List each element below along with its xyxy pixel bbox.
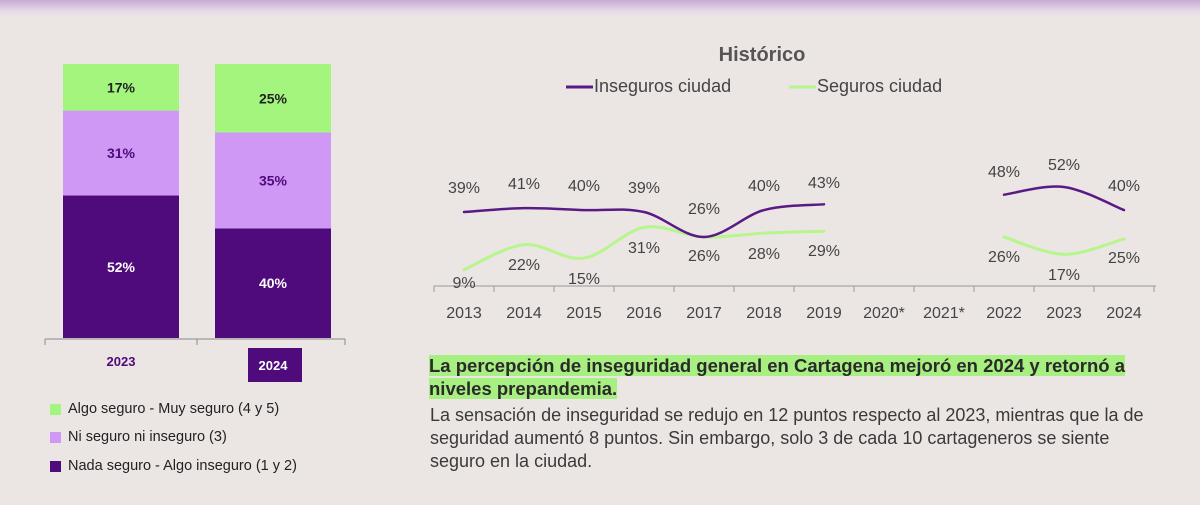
line-chart-title: Histórico	[719, 44, 806, 66]
x-tick-label-2016: 2016	[626, 305, 662, 322]
bar-segment-2024-1	[215, 132, 331, 229]
data-label-seguros-2016: 31%	[628, 240, 660, 257]
bar-segment-2024-2	[215, 64, 331, 133]
bar-label-2024-0: 40%	[259, 275, 288, 291]
data-label-seguros-2018: 28%	[748, 246, 780, 263]
data-label-inseguros-2017: 26%	[688, 201, 720, 218]
data-label-seguros-2015: 15%	[568, 271, 600, 288]
year-badge-2024	[248, 348, 302, 382]
body-text: La sensación de inseguridad se redujo en…	[430, 405, 1144, 471]
data-label-inseguros-2013: 39%	[448, 180, 480, 197]
line-series-inseguros-1	[1002, 185, 1126, 212]
legend-label-safe: Algo seguro - Muy seguro (4 y 5)	[68, 401, 280, 417]
data-label-seguros-2024: 25%	[1108, 250, 1140, 267]
x-tick-label-2024: 2024	[1106, 305, 1142, 322]
headline: La percepción de inseguridad general en …	[429, 354, 1149, 400]
data-label-inseguros-2018: 40%	[748, 178, 780, 195]
bar-category-2024: 2024	[259, 358, 289, 373]
legend-item-unsafe: Nada seguro - Algo inseguro (1 y 2)	[50, 458, 297, 474]
data-label-seguros-2013: 9%	[452, 275, 475, 292]
data-label-inseguros-2022: 48%	[988, 164, 1020, 181]
x-tick-label-2014: 2014	[506, 305, 542, 322]
bar-segment-2024-0	[215, 228, 331, 338]
bar-label-2023-0: 52%	[107, 259, 136, 275]
legend-swatch-unsafe	[50, 460, 61, 472]
data-label-seguros-2022: 26%	[988, 249, 1020, 266]
x-tick-label-2013: 2013	[446, 305, 482, 322]
data-label-seguros-2017: 26%	[688, 248, 720, 265]
x-tick-label-2019: 2019	[806, 305, 842, 322]
line-series-seguros-0	[462, 225, 826, 272]
x-tick-label-2018: 2018	[746, 305, 782, 322]
top-decor-band	[0, 0, 1200, 16]
data-label-inseguros-2019: 43%	[808, 175, 840, 192]
bar-segment-2023-1	[63, 110, 179, 196]
legend-swatch-neutral	[50, 431, 61, 443]
legend-item-safe: Algo seguro - Muy seguro (4 y 5)	[50, 401, 279, 417]
line-legend-label-1: Seguros ciudad	[817, 76, 942, 96]
x-tick-label-2015: 2015	[566, 305, 602, 322]
x-tick-label-2021*: 2021*	[923, 305, 965, 322]
x-tick-label-2023: 2023	[1046, 305, 1082, 322]
bar-category-2023: 2023	[107, 354, 136, 369]
legend-label-neutral: Ni seguro ni inseguro (3)	[68, 429, 227, 445]
line-series-seguros-1	[1002, 235, 1126, 256]
x-tick-label-2017: 2017	[686, 305, 722, 322]
line-series-inseguros-0	[462, 203, 826, 239]
x-tick-label-2020*: 2020*	[863, 305, 905, 322]
line-legend-label-0: Inseguros ciudad	[594, 76, 731, 96]
legend-item-neutral: Ni seguro ni inseguro (3)	[50, 429, 227, 445]
data-label-inseguros-2015: 40%	[568, 178, 600, 195]
bar-label-2024-2: 25%	[259, 90, 288, 106]
data-label-inseguros-2014: 41%	[508, 176, 540, 193]
bar-label-2023-2: 17%	[107, 79, 136, 95]
x-tick-label-2022: 2022	[986, 305, 1022, 322]
legend-label-unsafe: Nada seguro - Algo inseguro (1 y 2)	[68, 458, 297, 474]
data-label-inseguros-2016: 39%	[628, 180, 660, 197]
bar-segment-2023-0	[63, 195, 179, 338]
bar-label-2024-1: 35%	[259, 172, 288, 188]
data-label-seguros-2023: 17%	[1048, 267, 1080, 284]
data-label-inseguros-2024: 40%	[1108, 178, 1140, 195]
data-label-seguros-2014: 22%	[508, 257, 540, 274]
bar-segment-2023-2	[63, 64, 179, 111]
headline-text: La percepción de inseguridad general en …	[429, 355, 1126, 399]
data-label-seguros-2019: 29%	[808, 243, 840, 260]
data-label-inseguros-2023: 52%	[1048, 157, 1080, 174]
bar-label-2023-1: 31%	[107, 145, 136, 161]
legend-swatch-safe	[50, 403, 61, 415]
